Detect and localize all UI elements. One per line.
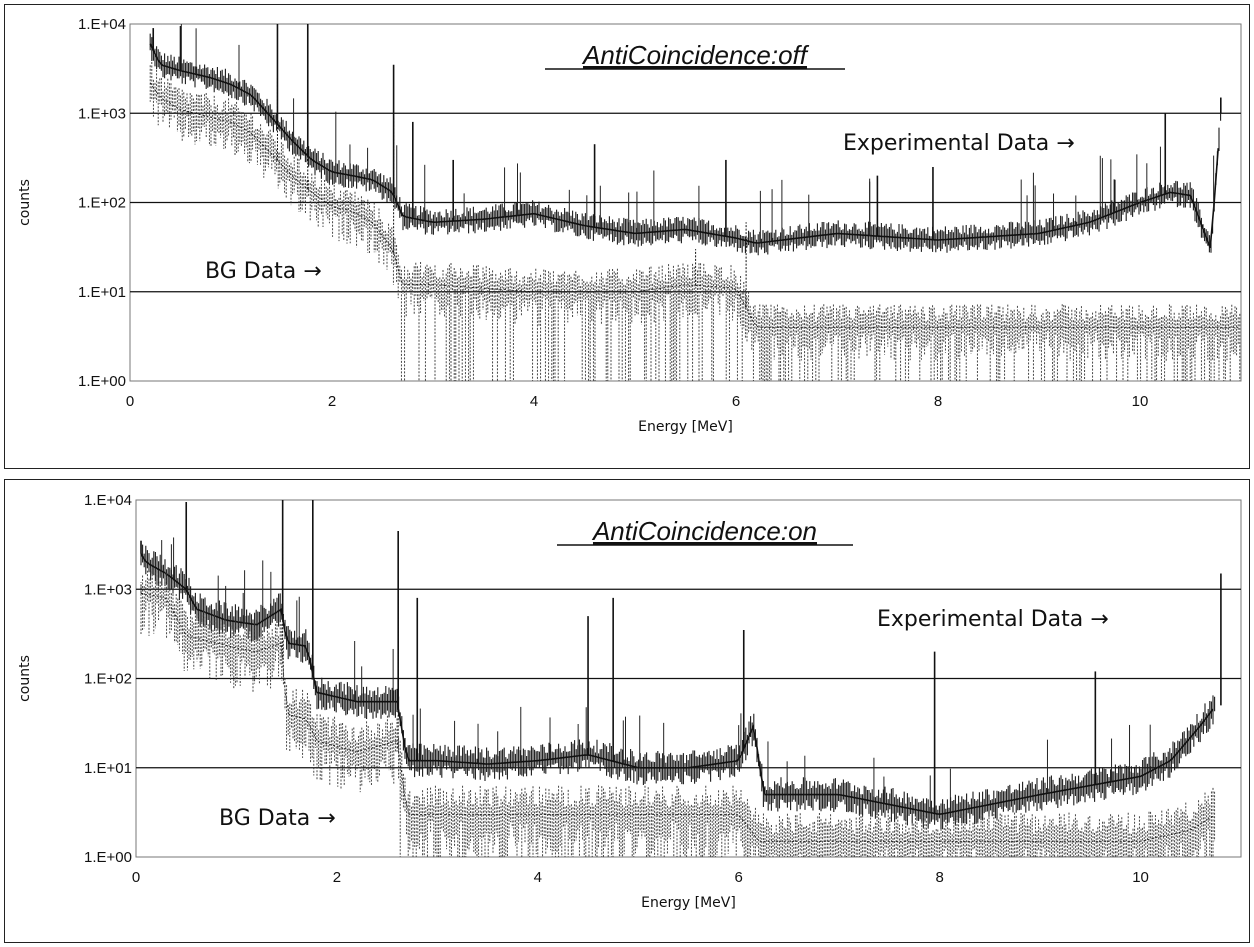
x-tick-label: 4 — [530, 393, 538, 410]
chart-panel-bottom: 1.E+00 1.E+01 1.E+02 1.E+03 1.E+04 0 2 4 6 8 10 Ene… — [4, 479, 1250, 943]
chart-svg-bottom: 1.E+00 1.E+01 1.E+02 1.E+03 1.E+04 0 2 4 6 8 10 Ene… — [17, 492, 1242, 911]
series-exp-line — [149, 43, 1219, 249]
annotation-experimental: Experimental Data → — [877, 607, 1109, 632]
x-tick-label: 4 — [534, 869, 542, 886]
chart-title: AntiCoincidence:off — [581, 40, 810, 70]
x-tick-label: 8 — [934, 393, 942, 410]
chart-svg-top: 1.E+00 1.E+01 1.E+02 1.E+03 1.E+04 0 2 4 6 8 10 Ene… — [17, 16, 1242, 435]
x-tick-label: 10 — [1132, 393, 1149, 410]
y-tick-label: 1.E+01 — [84, 760, 132, 777]
x-tick-label: 6 — [732, 393, 740, 410]
annotation-experimental: Experimental Data → — [843, 131, 1075, 156]
y-tick-label: 1.E+00 — [84, 849, 132, 866]
series-exp-line — [140, 553, 1214, 815]
y-axis-title: counts — [17, 655, 33, 702]
series-bg-line — [149, 82, 1239, 328]
x-axis-title: Energy [MeV] — [641, 895, 736, 911]
y-axis-title: counts — [17, 179, 33, 226]
annotation-bg: BG Data → — [205, 259, 322, 284]
annotation-bg: BG Data → — [219, 806, 336, 831]
y-tick-label: 1.E+02 — [84, 671, 132, 688]
x-tick-label: 0 — [126, 393, 134, 410]
chart-panel-top: 1.E+00 1.E+01 1.E+02 1.E+03 1.E+04 0 2 4 6 8 10 Ene… — [4, 4, 1250, 469]
series-bg-data — [149, 62, 1241, 381]
x-tick-label: 2 — [328, 393, 336, 410]
y-tick-label: 1.E+03 — [78, 105, 126, 122]
x-axis-title: Energy [MeV] — [638, 419, 733, 435]
series-bg-data — [140, 568, 1216, 857]
series-experimental-data — [140, 543, 1216, 830]
y-tick-label: 1.E+03 — [84, 581, 132, 598]
x-tick-label: 6 — [735, 869, 743, 886]
series-bg-line — [140, 592, 1214, 842]
x-tick-label: 10 — [1132, 869, 1149, 886]
y-tick-label: 1.E+02 — [78, 195, 126, 212]
x-tick-label: 8 — [935, 869, 943, 886]
y-tick-label: 1.E+04 — [84, 492, 132, 509]
y-tick-label: 1.E+04 — [78, 16, 126, 33]
y-tick-label: 1.E+00 — [78, 373, 126, 390]
chart-title: AntiCoincidence:on — [591, 516, 817, 546]
x-tick-label: 2 — [333, 869, 341, 886]
x-tick-label: 0 — [132, 869, 140, 886]
y-tick-label: 1.E+01 — [78, 284, 126, 301]
